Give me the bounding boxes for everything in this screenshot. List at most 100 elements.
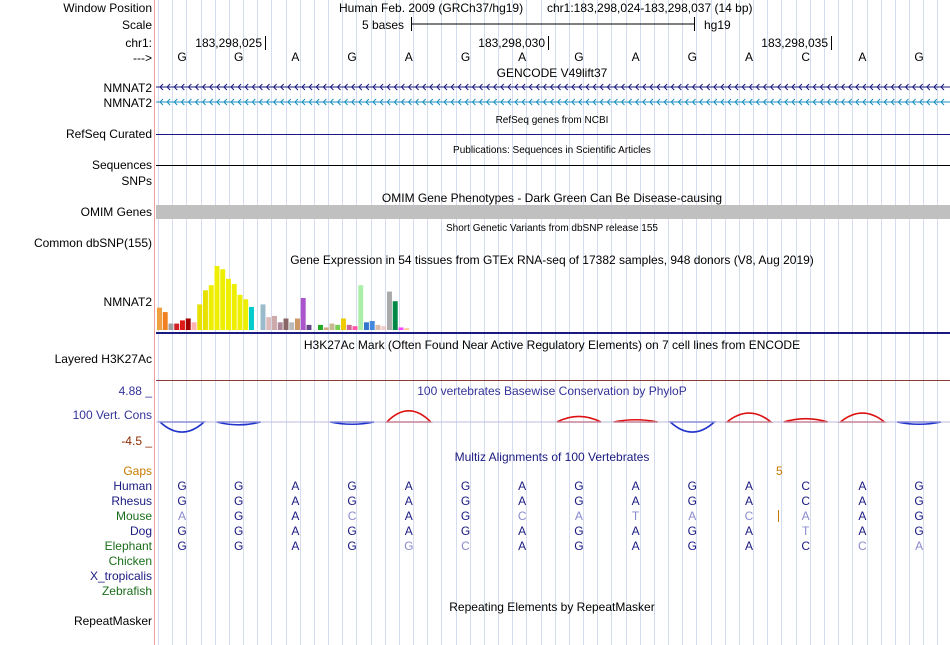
gtex-label[interactable]: NMNAT2: [103, 295, 152, 309]
phylop-mark[interactable]: [384, 410, 433, 423]
grid-line: [526, 0, 528, 645]
h3k27-label[interactable]: Layered H3K27Ac: [54, 352, 152, 366]
gtex-bar[interactable]: [191, 322, 197, 330]
gtex-bar[interactable]: [180, 320, 185, 330]
gtex-bar[interactable]: [220, 269, 226, 330]
phylop-mark[interactable]: [157, 421, 207, 433]
gaps-label[interactable]: Gaps: [123, 464, 152, 478]
gtex-bar[interactable]: [168, 323, 174, 330]
refseq-label[interactable]: RefSeq Curated: [65, 127, 152, 141]
gtex-bar[interactable]: [197, 304, 203, 330]
species-label[interactable]: Chicken: [108, 554, 152, 568]
reference-base: G: [914, 50, 924, 64]
gtex-bar[interactable]: [306, 324, 312, 330]
phylop-label[interactable]: 100 Vert. Cons: [72, 408, 152, 422]
gtex-bar[interactable]: [381, 326, 387, 330]
gtex-bar[interactable]: [260, 304, 266, 330]
phylop-mark[interactable]: [724, 412, 774, 423]
gtex-bar[interactable]: [203, 290, 208, 330]
gtex-bar[interactable]: [237, 294, 243, 330]
gtex-bar[interactable]: [226, 278, 231, 330]
gtex-bar[interactable]: [174, 323, 180, 330]
gtex-bar[interactable]: [300, 298, 306, 330]
gtex-bar[interactable]: [277, 322, 283, 330]
alignment-base: T: [802, 524, 810, 538]
grid-line: [753, 0, 755, 645]
gtex-bar[interactable]: [404, 328, 410, 330]
gtex-bar[interactable]: [346, 324, 352, 330]
gencode-row-label-1[interactable]: NMNAT2: [103, 81, 152, 95]
grid-line: [172, 0, 174, 645]
species-label[interactable]: X_tropicalis: [89, 569, 152, 583]
gtex-bar[interactable]: [335, 324, 341, 330]
alignment-base: G: [404, 539, 414, 553]
gtex-bar[interactable]: [208, 285, 214, 330]
label-divider[interactable]: [154, 0, 155, 645]
gtex-bar[interactable]: [364, 322, 369, 330]
alignment-base: A: [404, 494, 413, 508]
gtex-bar[interactable]: [157, 307, 162, 330]
sequences-line[interactable]: [156, 165, 950, 166]
gtex-bar[interactable]: [312, 328, 318, 330]
gtex-bar[interactable]: [266, 317, 272, 330]
tick-label-2: 183,298,030: [478, 36, 549, 50]
alignment-base: A: [631, 524, 640, 538]
gtex-bar[interactable]: [341, 318, 346, 330]
species-label[interactable]: Dog: [129, 524, 152, 538]
grid-line: [427, 0, 429, 645]
alignment-base: G: [234, 509, 244, 523]
gtex-bar[interactable]: [369, 321, 375, 330]
gtex-bar[interactable]: [295, 318, 300, 330]
phylop-mark[interactable]: [783, 417, 828, 423]
alignment-base: C: [858, 539, 867, 553]
phylop-mark[interactable]: [556, 415, 602, 423]
phylop-mark[interactable]: [838, 412, 887, 423]
gtex-bar[interactable]: [398, 327, 404, 330]
gtex-bar[interactable]: [375, 324, 381, 330]
gtex-bar[interactable]: [272, 315, 277, 330]
omim-bar[interactable]: [156, 205, 950, 219]
h3k27-baseline[interactable]: [156, 380, 950, 381]
gtex-bar[interactable]: [162, 312, 168, 330]
gtex-bar[interactable]: [358, 285, 364, 330]
gtex-bar[interactable]: [318, 324, 323, 330]
gtex-bar-chart[interactable]: [156, 266, 950, 334]
phylop-mark[interactable]: [668, 421, 717, 433]
gtex-bar[interactable]: [243, 299, 249, 330]
dbsnp-title: Short Genetic Variants from dbSNP releas…: [446, 223, 658, 234]
alignment-base: A: [291, 524, 300, 538]
gtex-bar[interactable]: [387, 291, 392, 330]
gtex-bar[interactable]: [352, 326, 358, 330]
species-label[interactable]: Elephant: [104, 539, 152, 553]
grid-line: [540, 0, 542, 645]
alignment-base: G: [574, 524, 584, 538]
snps-label[interactable]: SNPs: [121, 174, 152, 188]
gencode-title: GENCODE V49lift37: [496, 66, 608, 80]
sequences-label[interactable]: Sequences: [91, 158, 152, 172]
gtex-bar[interactable]: [283, 318, 289, 330]
gencode-row-label-2[interactable]: NMNAT2: [103, 96, 152, 110]
reference-base: G: [460, 50, 471, 64]
gtex-bar[interactable]: [392, 301, 398, 330]
alignment-base: A: [404, 524, 413, 538]
refseq-line[interactable]: [156, 134, 950, 135]
gtex-bar[interactable]: [231, 283, 237, 330]
repeat-label[interactable]: RepeatMasker: [73, 614, 152, 628]
gtex-bar[interactable]: [329, 323, 335, 330]
gencode-transcripts[interactable]: [156, 82, 950, 108]
gtex-bar[interactable]: [214, 266, 220, 330]
species-label[interactable]: Human: [113, 479, 152, 493]
species-label[interactable]: Rhesus: [111, 494, 152, 508]
phylop-plot[interactable]: [156, 408, 950, 433]
gtex-bar[interactable]: [289, 322, 295, 330]
gtex-bar[interactable]: [254, 328, 260, 330]
dbsnp-label[interactable]: Common dbSNP(155): [33, 236, 152, 250]
omim-label[interactable]: OMIM Genes: [80, 205, 152, 219]
species-label[interactable]: Mouse: [115, 509, 152, 523]
gtex-bar[interactable]: [185, 318, 191, 330]
gtex-bar[interactable]: [323, 327, 329, 330]
species-label[interactable]: Zebrafish: [101, 584, 152, 598]
tick-label-3: 183,298,035: [761, 36, 832, 50]
gtex-bar[interactable]: [249, 306, 254, 330]
